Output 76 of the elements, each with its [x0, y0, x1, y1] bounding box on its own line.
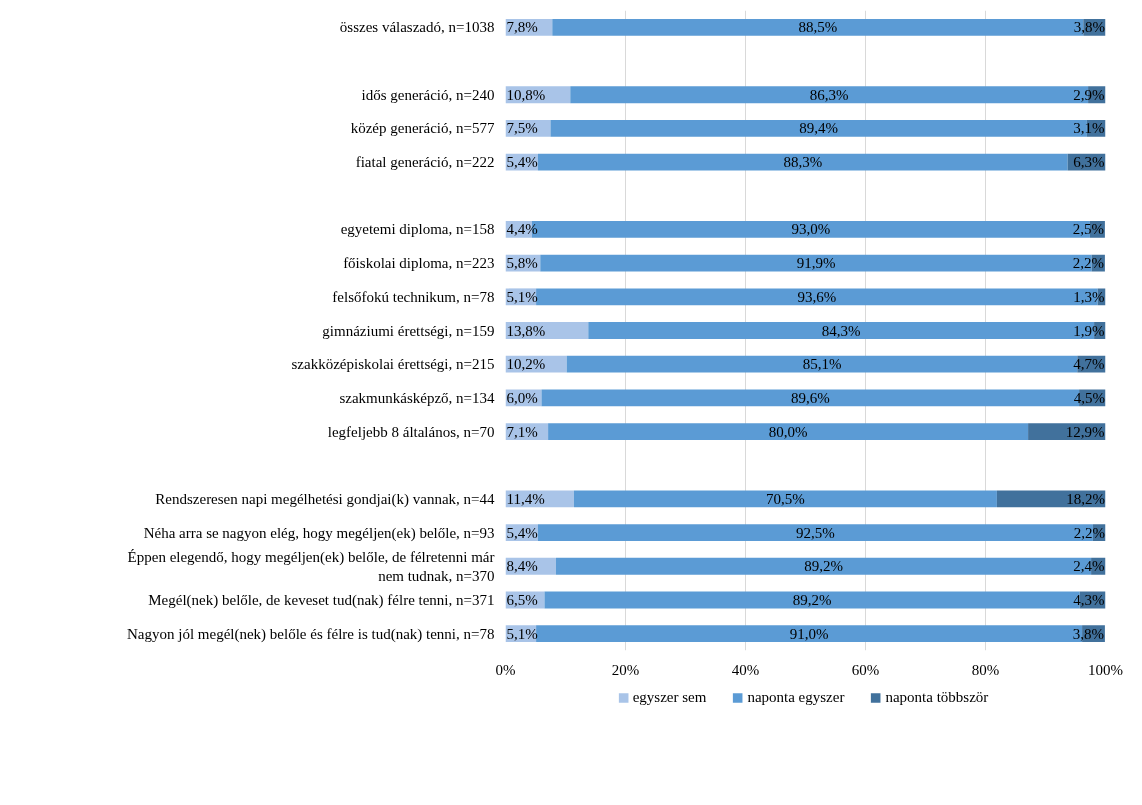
bar [573, 490, 997, 508]
y-tick-label: gimnáziumi érettségi, n=159 [322, 322, 495, 339]
x-tick-label: 20% [611, 661, 640, 678]
data-label: 89,4% [799, 120, 839, 137]
y-tick-label: szakmunkásképző, n=134 [339, 389, 495, 406]
data-label: 12,9% [1065, 423, 1105, 440]
data-label: 6,5% [506, 591, 538, 608]
data-label: 1,9% [1073, 322, 1105, 339]
data-label: 89,2% [804, 558, 843, 575]
y-tick-label: szakközépiskolai érettségi, n=215 [291, 356, 495, 373]
data-label: 5,4% [506, 154, 538, 171]
y-tick-label: idős generáció, n=240 [361, 86, 495, 103]
data-label: 93,6% [797, 288, 837, 305]
data-label: 18,2% [1066, 490, 1106, 507]
data-label: 4,7% [1073, 356, 1105, 373]
y-tick-label: legfeljebb 8 általános, n=70 [327, 423, 495, 440]
legend-label: naponta többször [885, 688, 989, 706]
data-label: 93,0% [791, 221, 831, 238]
data-label: 2,2% [1073, 524, 1106, 541]
bar [548, 423, 1029, 440]
data-label: 5,8% [506, 255, 538, 272]
data-label: 4,3% [1073, 591, 1105, 608]
y-tick-label: főiskolai diploma, n=223 [343, 255, 495, 272]
legend-label: naponta egyszer [747, 688, 845, 706]
x-tick-label: 40% [731, 661, 760, 678]
data-label: 3,1% [1073, 120, 1105, 137]
y-tick-label: Éppen elegendő, hogy megéljen(ek) belőle, de félretenni már nem tudnak, n=370 [127, 548, 495, 584]
y-tick-label: Néha arra se nagyon elég, hogy megéljen(ek) belőle, n=93 [143, 524, 495, 542]
data-label: 2,9% [1073, 86, 1105, 103]
data-label: 92,5% [796, 524, 835, 541]
y-tick-label: Rendszeresen napi megélhetési gondjai(k) vannak, n=44 [155, 490, 495, 508]
data-label: 11,4% [506, 490, 545, 507]
legend-label: egyszer sem [632, 688, 707, 706]
data-label: 91,9% [796, 255, 836, 272]
data-label: 4,4% [506, 221, 538, 238]
y-tick-label: felsőfokú technikum, n=78 [332, 288, 495, 305]
data-label: 80,0% [768, 423, 808, 440]
bar [537, 153, 1068, 171]
data-label: 13,8% [506, 322, 546, 339]
data-label: 8,4% [506, 558, 538, 575]
data-label: 91,0% [789, 625, 829, 642]
x-tick-label: 60% [851, 661, 880, 678]
data-label: 2,5% [1072, 221, 1104, 238]
data-label: 70,5% [766, 490, 805, 507]
y-tick-label: összes válaszadó, n=1038 [339, 19, 495, 36]
y-tick-label: közép generáció, n=577 [350, 120, 495, 137]
data-label: 6,0% [506, 389, 538, 406]
data-label: 3,8% [1072, 625, 1104, 642]
data-label: 3,8% [1073, 19, 1106, 36]
data-label: 84,3% [821, 322, 861, 339]
x-tick-label: 0% [495, 661, 516, 678]
data-label: 4,5% [1073, 389, 1106, 406]
y-tick-label: egyetemi diploma, n=158 [340, 221, 495, 238]
data-label: 89,2% [792, 591, 832, 608]
y-tick-label: fiatal generáció, n=222 [355, 154, 495, 171]
data-label: 6,3% [1073, 154, 1105, 171]
data-label: 85,1% [802, 356, 842, 373]
data-label: 10,8% [506, 86, 546, 103]
x-tick-label: 80% [971, 661, 1000, 678]
data-label: 2,4% [1073, 558, 1105, 575]
data-label: 89,6% [790, 389, 830, 406]
data-label: 1,3% [1073, 288, 1105, 305]
data-label: 5,1% [506, 625, 538, 642]
data-label: 88,5% [798, 19, 838, 36]
data-label: 2,2% [1072, 255, 1104, 272]
y-tick-label: Nagyon jól megél(nek) belőle és félre is tud(nak) tenni, n=78 [126, 625, 495, 643]
data-label: 86,3% [809, 86, 849, 103]
data-label: 88,3% [783, 154, 823, 171]
y-tick-label: Megél(nek) belőle, de keveset tud(nak) félre tenni, n=371 [148, 591, 495, 609]
data-label: 7,8% [506, 19, 538, 36]
data-label: 10,2% [506, 356, 546, 373]
data-label: 7,1% [506, 423, 538, 440]
data-label: 5,1% [506, 288, 538, 305]
data-label: 7,5% [506, 120, 538, 137]
x-tick-label: 100% [1088, 661, 1123, 678]
data-label: 5,4% [506, 524, 538, 541]
